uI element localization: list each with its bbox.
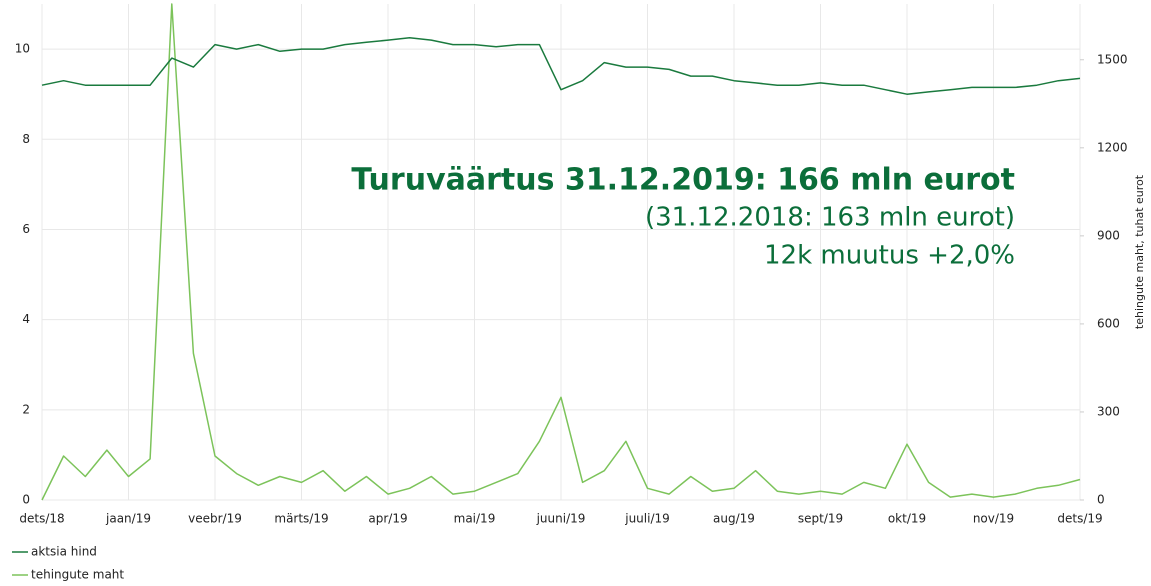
x-tick-label: aug/19 — [713, 512, 755, 526]
x-tick-label: veebr/19 — [188, 512, 242, 526]
y2-tick-label: 900 — [1097, 228, 1120, 242]
x-tick-label: mai/19 — [454, 512, 496, 526]
y2-tick-label: 300 — [1097, 404, 1120, 418]
y-tick-label: 8 — [22, 132, 30, 146]
x-tick-label: dets/18 — [19, 512, 64, 526]
annotation: Turuväärtus 31.12.2019: 166 mln eurot — [351, 163, 1015, 198]
y2-tick-label: 1500 — [1097, 52, 1128, 66]
y-tick-label: 4 — [22, 312, 30, 326]
series-line — [41, 37, 1081, 95]
annotation: 12k muutus +2,0% — [764, 241, 1015, 271]
y-tick-label: 0 — [22, 493, 30, 507]
x-tick-label: märts/19 — [274, 512, 328, 526]
annotation: (31.12.2018: 163 mln eurot) — [645, 203, 1015, 233]
x-tick-label: juuli/19 — [624, 512, 670, 526]
y-tick-label: 10 — [15, 42, 30, 56]
y2-tick-label: 0 — [1097, 493, 1105, 507]
y-tick-label: 6 — [22, 222, 30, 236]
legend-label: aktsia hind — [31, 545, 97, 559]
x-tick-label: nov/19 — [973, 512, 1014, 526]
x-tick-label: okt/19 — [888, 512, 926, 526]
x-tick-label: sept/19 — [798, 512, 843, 526]
legend-label: tehingute maht — [31, 568, 124, 582]
y2-tick-label: 600 — [1097, 316, 1120, 330]
x-tick-label: jaan/19 — [105, 512, 151, 526]
y2-axis-label: tehingute maht, tuhat eurot — [1133, 174, 1146, 329]
y-tick-label: 2 — [22, 402, 30, 416]
y2-tick-label: 1200 — [1097, 140, 1128, 154]
x-tick-label: juuni/19 — [536, 512, 586, 526]
series-line — [41, 3, 1081, 501]
x-tick-label: apr/19 — [368, 512, 407, 526]
x-tick-label: dets/19 — [1057, 512, 1102, 526]
